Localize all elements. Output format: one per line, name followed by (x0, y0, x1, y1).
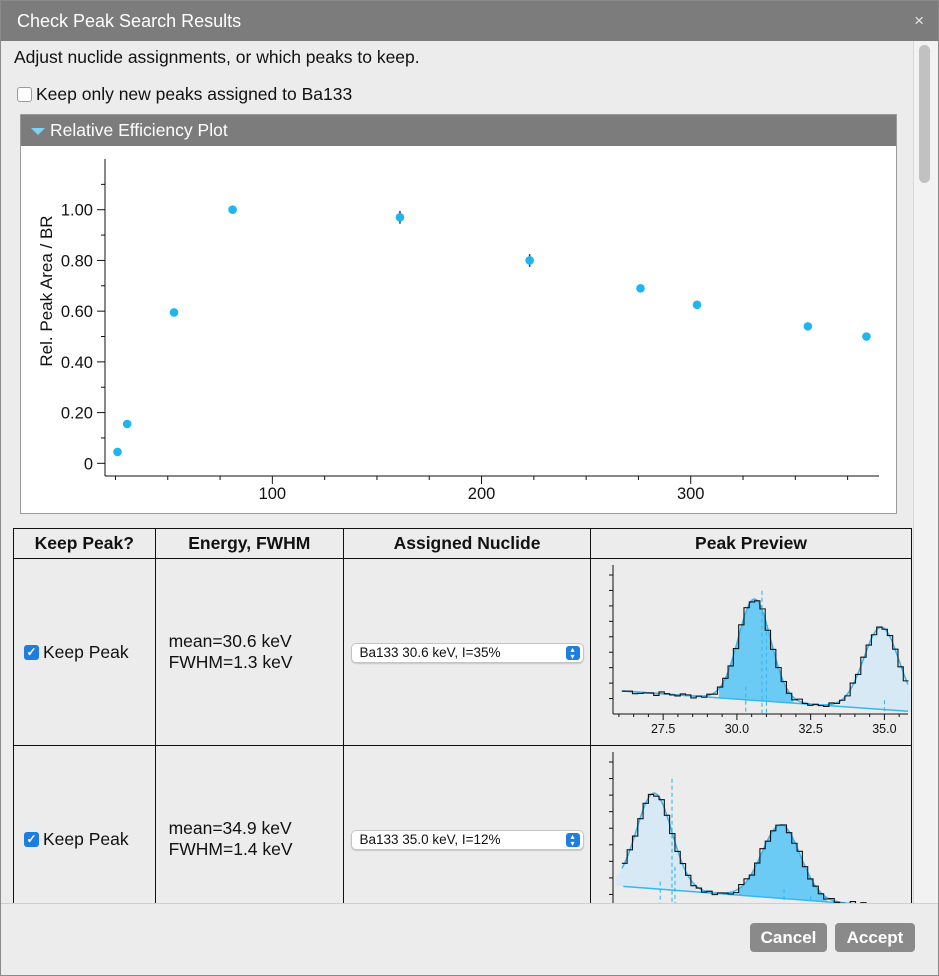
energy-fwhm-cell: mean=34.9 keV FWHM=1.4 keV (154, 745, 345, 903)
nuclide-select-value: Ba133 30.6 keV, I=35% (359, 645, 501, 661)
rel-eff-chart: Rel. Peak Area / BR 100 200 300 0 0.20 0.40 0.… (37, 159, 879, 503)
rel-eff-panel-header[interactable]: Relative Efficiency Plot (21, 115, 896, 146)
data-point[interactable] (525, 256, 534, 265)
y-tick-label: 0.40 (61, 354, 93, 372)
header-assigned-nuclide: Assigned Nuclide (343, 528, 591, 559)
rel-eff-panel: Relative Efficiency Plot Rel. Peak Area … (20, 114, 897, 514)
nuclide-select[interactable]: Ba133 30.6 keV, I=35% ▴ ▾ (350, 642, 584, 663)
peak-preview-cell (590, 745, 912, 903)
peak-preview-chart (609, 752, 867, 903)
continuum-line (623, 885, 852, 903)
dialog-title: Check Peak Search Results (17, 11, 242, 31)
header-peak-preview: Peak Preview (590, 528, 912, 559)
assigned-nuclide-cell: Ba133 30.6 keV, I=35% ▴ ▾ (343, 558, 591, 746)
dialog-footer: Cancel Accept (1, 903, 938, 975)
close-icon[interactable]: × (914, 11, 924, 30)
data-point[interactable] (636, 284, 645, 293)
keep-peak-cell: ✓ Keep Peak (13, 558, 156, 746)
y-tick-label: 1.00 (61, 202, 93, 220)
peaks-table: Keep Peak? Energy, FWHM Assigned Nuclide… (13, 528, 913, 903)
vertical-scrollbar[interactable] (913, 41, 938, 903)
peak-fill-region (718, 598, 794, 704)
data-point[interactable] (228, 205, 237, 215)
preview-x-tick-label: 30.0 (725, 722, 749, 736)
header-keep-peak: Keep Peak? (13, 528, 156, 559)
spectrum-data-line (621, 793, 867, 903)
preview-x-tick-label: 32.5 (798, 722, 822, 736)
keep-peak-cell: ✓ Keep Peak (13, 745, 156, 903)
table-row: ✓ Keep Peak mean=30.6 keV FWHM=1.3 keV B… (13, 558, 913, 746)
select-updown-icon[interactable]: ▴ ▾ (565, 645, 580, 660)
keep-only-ba133-checkbox[interactable]: Keep only new peaks assigned to Ba133 (17, 84, 352, 105)
accept-button[interactable]: Accept (835, 923, 915, 952)
data-point[interactable] (122, 419, 132, 429)
keep-peak-label: Keep Peak (43, 641, 129, 662)
collapse-triangle-icon[interactable] (31, 128, 45, 135)
y-tick-label: 0.80 (61, 252, 93, 270)
keep-peak-label: Keep Peak (43, 828, 129, 849)
scrollbar-thumb[interactable] (919, 45, 930, 183)
energy-fwhm-cell: mean=30.6 keV FWHM=1.3 keV (154, 558, 345, 746)
checkbox-checked-icon[interactable]: ✓ (24, 831, 39, 847)
keep-peak-checkbox[interactable]: ✓ Keep Peak (24, 829, 154, 850)
cancel-button[interactable]: Cancel (750, 923, 827, 952)
data-point[interactable] (862, 332, 871, 341)
peak-preview-cell: 27.5 30.0 32.5 35.0 (590, 558, 913, 746)
select-updown-icon[interactable]: ▴ ▾ (565, 832, 580, 847)
assigned-nuclide-cell: Ba133 35.0 keV, I=12% ▴ ▾ (343, 745, 591, 903)
y-tick-label: 0.60 (61, 303, 93, 321)
dialog-content: Adjust nuclide assignments, or which pea… (1, 41, 913, 903)
peak-preview-chart: 27.5 30.0 32.5 35.0 (609, 565, 913, 736)
peak-fwhm: FWHM=1.3 keV (168, 652, 293, 672)
preview-x-tick-label: 35.0 (872, 722, 896, 736)
y-axis-label: Rel. Peak Area / BR (37, 215, 56, 366)
peak-mean: mean=34.9 keV (168, 818, 292, 838)
peak-fwhm: FWHM=1.4 keV (168, 839, 293, 859)
preview-x-tick-label: 27.5 (651, 722, 675, 736)
data-point[interactable] (803, 322, 813, 331)
keep-only-checkbox-box[interactable] (17, 87, 32, 102)
x-tick-label: 200 (468, 485, 496, 503)
x-tick-label: 100 (259, 485, 287, 503)
checkbox-checked-icon[interactable]: ✓ (24, 644, 39, 660)
keep-peak-checkbox[interactable]: ✓ Keep Peak (24, 642, 154, 663)
header-energy-fwhm: Energy, FWHM (154, 528, 345, 559)
peak-fill-region (842, 627, 913, 712)
data-point[interactable] (113, 447, 122, 457)
peak-fill-region (615, 793, 697, 892)
keep-only-label: Keep only new peaks assigned to Ba133 (36, 84, 353, 104)
spectrum-data-line (621, 600, 909, 708)
nuclide-select[interactable]: Ba133 35.0 keV, I=12% ▴ ▾ (350, 829, 584, 850)
y-tick-label: 0.20 (61, 405, 93, 423)
table-row: ✓ Keep Peak mean=34.9 keV FWHM=1.4 keV B… (13, 745, 912, 903)
rel-eff-panel-title: Relative Efficiency Plot (50, 120, 228, 140)
peaks-table-header-row: Keep Peak? Energy, FWHM Assigned Nuclide… (13, 528, 912, 559)
data-point[interactable] (692, 300, 702, 310)
peak-fill-region (738, 824, 828, 902)
nuclide-select-value: Ba133 35.0 keV, I=12% (359, 832, 501, 848)
x-tick-label: 300 (677, 485, 705, 503)
peak-mean: mean=30.6 keV (168, 631, 292, 651)
data-point[interactable] (169, 308, 179, 317)
instructions-text: Adjust nuclide assignments, or which pea… (14, 47, 420, 67)
data-point[interactable] (395, 213, 405, 222)
y-tick-label: 0 (84, 455, 93, 473)
dialog-titlebar: Check Peak Search Results × (1, 1, 938, 41)
